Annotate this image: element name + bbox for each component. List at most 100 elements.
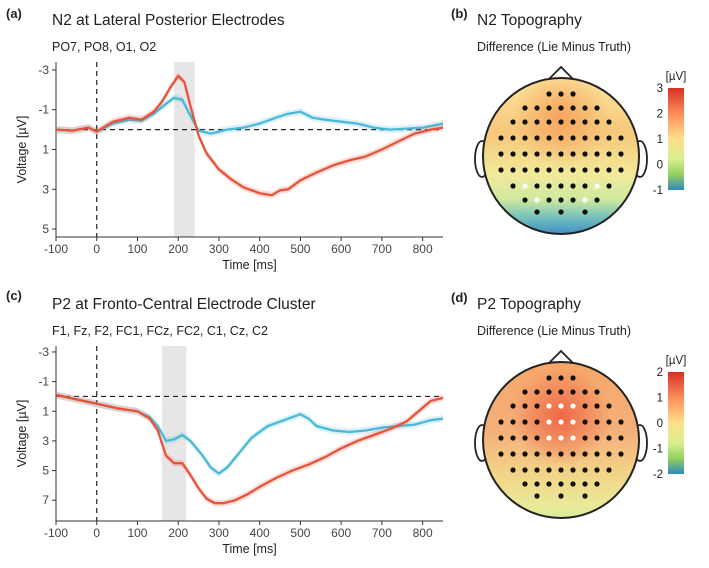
- erp-chart-c: -100 0 100 200 300 400 500 600 700 800 -3 -1 1 3 5 7 Tim…: [15, 345, 444, 556]
- electrode: [594, 389, 600, 395]
- electrode: [534, 167, 540, 173]
- electrode: [522, 481, 528, 487]
- electrode: [510, 183, 516, 189]
- electrode: [558, 375, 564, 381]
- electrode: [546, 183, 552, 189]
- y-tick-label: -3: [38, 345, 49, 359]
- electrode: [522, 389, 528, 395]
- electrode: [594, 135, 600, 141]
- electrode: [534, 135, 540, 141]
- y-tick-label: 7: [42, 493, 49, 507]
- y-axis-title: Voltage [µV]: [15, 400, 29, 468]
- electrode: [594, 419, 600, 425]
- x-tick-label: 600: [331, 526, 351, 540]
- panel-c-subtitle: F1, Fz, F2, FC1, FCz, FC2, C1, Cz, C2: [52, 324, 269, 338]
- colorbar-title: [µV]: [666, 71, 687, 83]
- electrode: [534, 389, 540, 395]
- electrode-highlighted: [558, 403, 564, 409]
- x-tick-label: 700: [372, 242, 392, 256]
- electrode: [606, 435, 612, 441]
- electrode: [510, 467, 516, 473]
- series-0-line: [55, 96, 444, 135]
- electrode: [582, 493, 588, 499]
- y-tick-label: -1: [38, 103, 49, 117]
- y-tick-label: -1: [38, 375, 49, 389]
- electrode: [570, 183, 576, 189]
- electrode: [558, 209, 564, 215]
- topography-map-b: [µV]3 2 1 0 -1: [474, 65, 687, 235]
- electrode: [570, 151, 576, 157]
- y-tick-label: 5: [42, 222, 49, 236]
- electrode: [558, 151, 564, 157]
- electrode: [498, 419, 504, 425]
- electrode: [594, 119, 600, 125]
- x-tick-label: 200: [168, 526, 188, 540]
- colorbar: [668, 372, 684, 474]
- electrode: [606, 135, 612, 141]
- electrode: [534, 119, 540, 125]
- electrode: [534, 403, 540, 409]
- electrode: [582, 105, 588, 111]
- electrode: [582, 435, 588, 441]
- electrode-highlighted: [558, 435, 564, 441]
- x-axis-title: Time [ms]: [222, 258, 276, 272]
- colorbar-tick-label: -2: [653, 469, 663, 481]
- colorbar-tick-label: -1: [653, 185, 663, 197]
- panel-d-subtitle: Difference (Lie Minus Truth): [477, 324, 631, 338]
- electrode: [618, 451, 624, 457]
- electrode: [546, 91, 552, 97]
- electrode: [570, 105, 576, 111]
- colorbar-tick-label: -1: [653, 444, 663, 456]
- electrode: [582, 119, 588, 125]
- electrode: [510, 403, 516, 409]
- electrode: [546, 481, 552, 487]
- electrode: [570, 451, 576, 457]
- x-axis-title: Time [ms]: [222, 542, 276, 556]
- electrode: [618, 435, 624, 441]
- x-tick-label: 600: [331, 242, 351, 256]
- x-tick-label: 500: [290, 526, 310, 540]
- electrode: [618, 135, 624, 141]
- electrode: [510, 451, 516, 457]
- electrode: [558, 197, 564, 203]
- electrode: [618, 151, 624, 157]
- colorbar-title: [µV]: [666, 355, 687, 367]
- electrode: [558, 167, 564, 173]
- x-tick-label: 800: [413, 526, 433, 540]
- electrode: [594, 451, 600, 457]
- electrode: [534, 481, 540, 487]
- electrode-highlighted: [570, 419, 576, 425]
- electrode: [534, 451, 540, 457]
- electrode-highlighted: [546, 419, 552, 425]
- electrode: [606, 419, 612, 425]
- electrode: [546, 119, 552, 125]
- electrode: [546, 389, 552, 395]
- electrode: [618, 167, 624, 173]
- electrode: [558, 91, 564, 97]
- electrode: [546, 467, 552, 473]
- electrode-highlighted: [522, 183, 528, 189]
- electrode: [534, 105, 540, 111]
- electrode: [510, 419, 516, 425]
- colorbar: [668, 88, 684, 190]
- electrode: [510, 135, 516, 141]
- electrode: [558, 481, 564, 487]
- colorbar-tick-label: 1: [657, 393, 663, 405]
- electrode: [522, 419, 528, 425]
- electrode: [582, 481, 588, 487]
- electrode: [498, 451, 504, 457]
- electrode: [558, 135, 564, 141]
- electrode: [546, 105, 552, 111]
- electrode: [582, 451, 588, 457]
- electrode: [546, 197, 552, 203]
- electrode: [534, 467, 540, 473]
- x-tick-label: 500: [290, 242, 310, 256]
- electrode: [522, 151, 528, 157]
- electrode: [534, 183, 540, 189]
- series-1-line: [55, 393, 444, 505]
- electrode: [570, 481, 576, 487]
- x-tick-label: 200: [168, 242, 188, 256]
- electrode: [570, 135, 576, 141]
- electrode: [570, 119, 576, 125]
- electrode: [570, 375, 576, 381]
